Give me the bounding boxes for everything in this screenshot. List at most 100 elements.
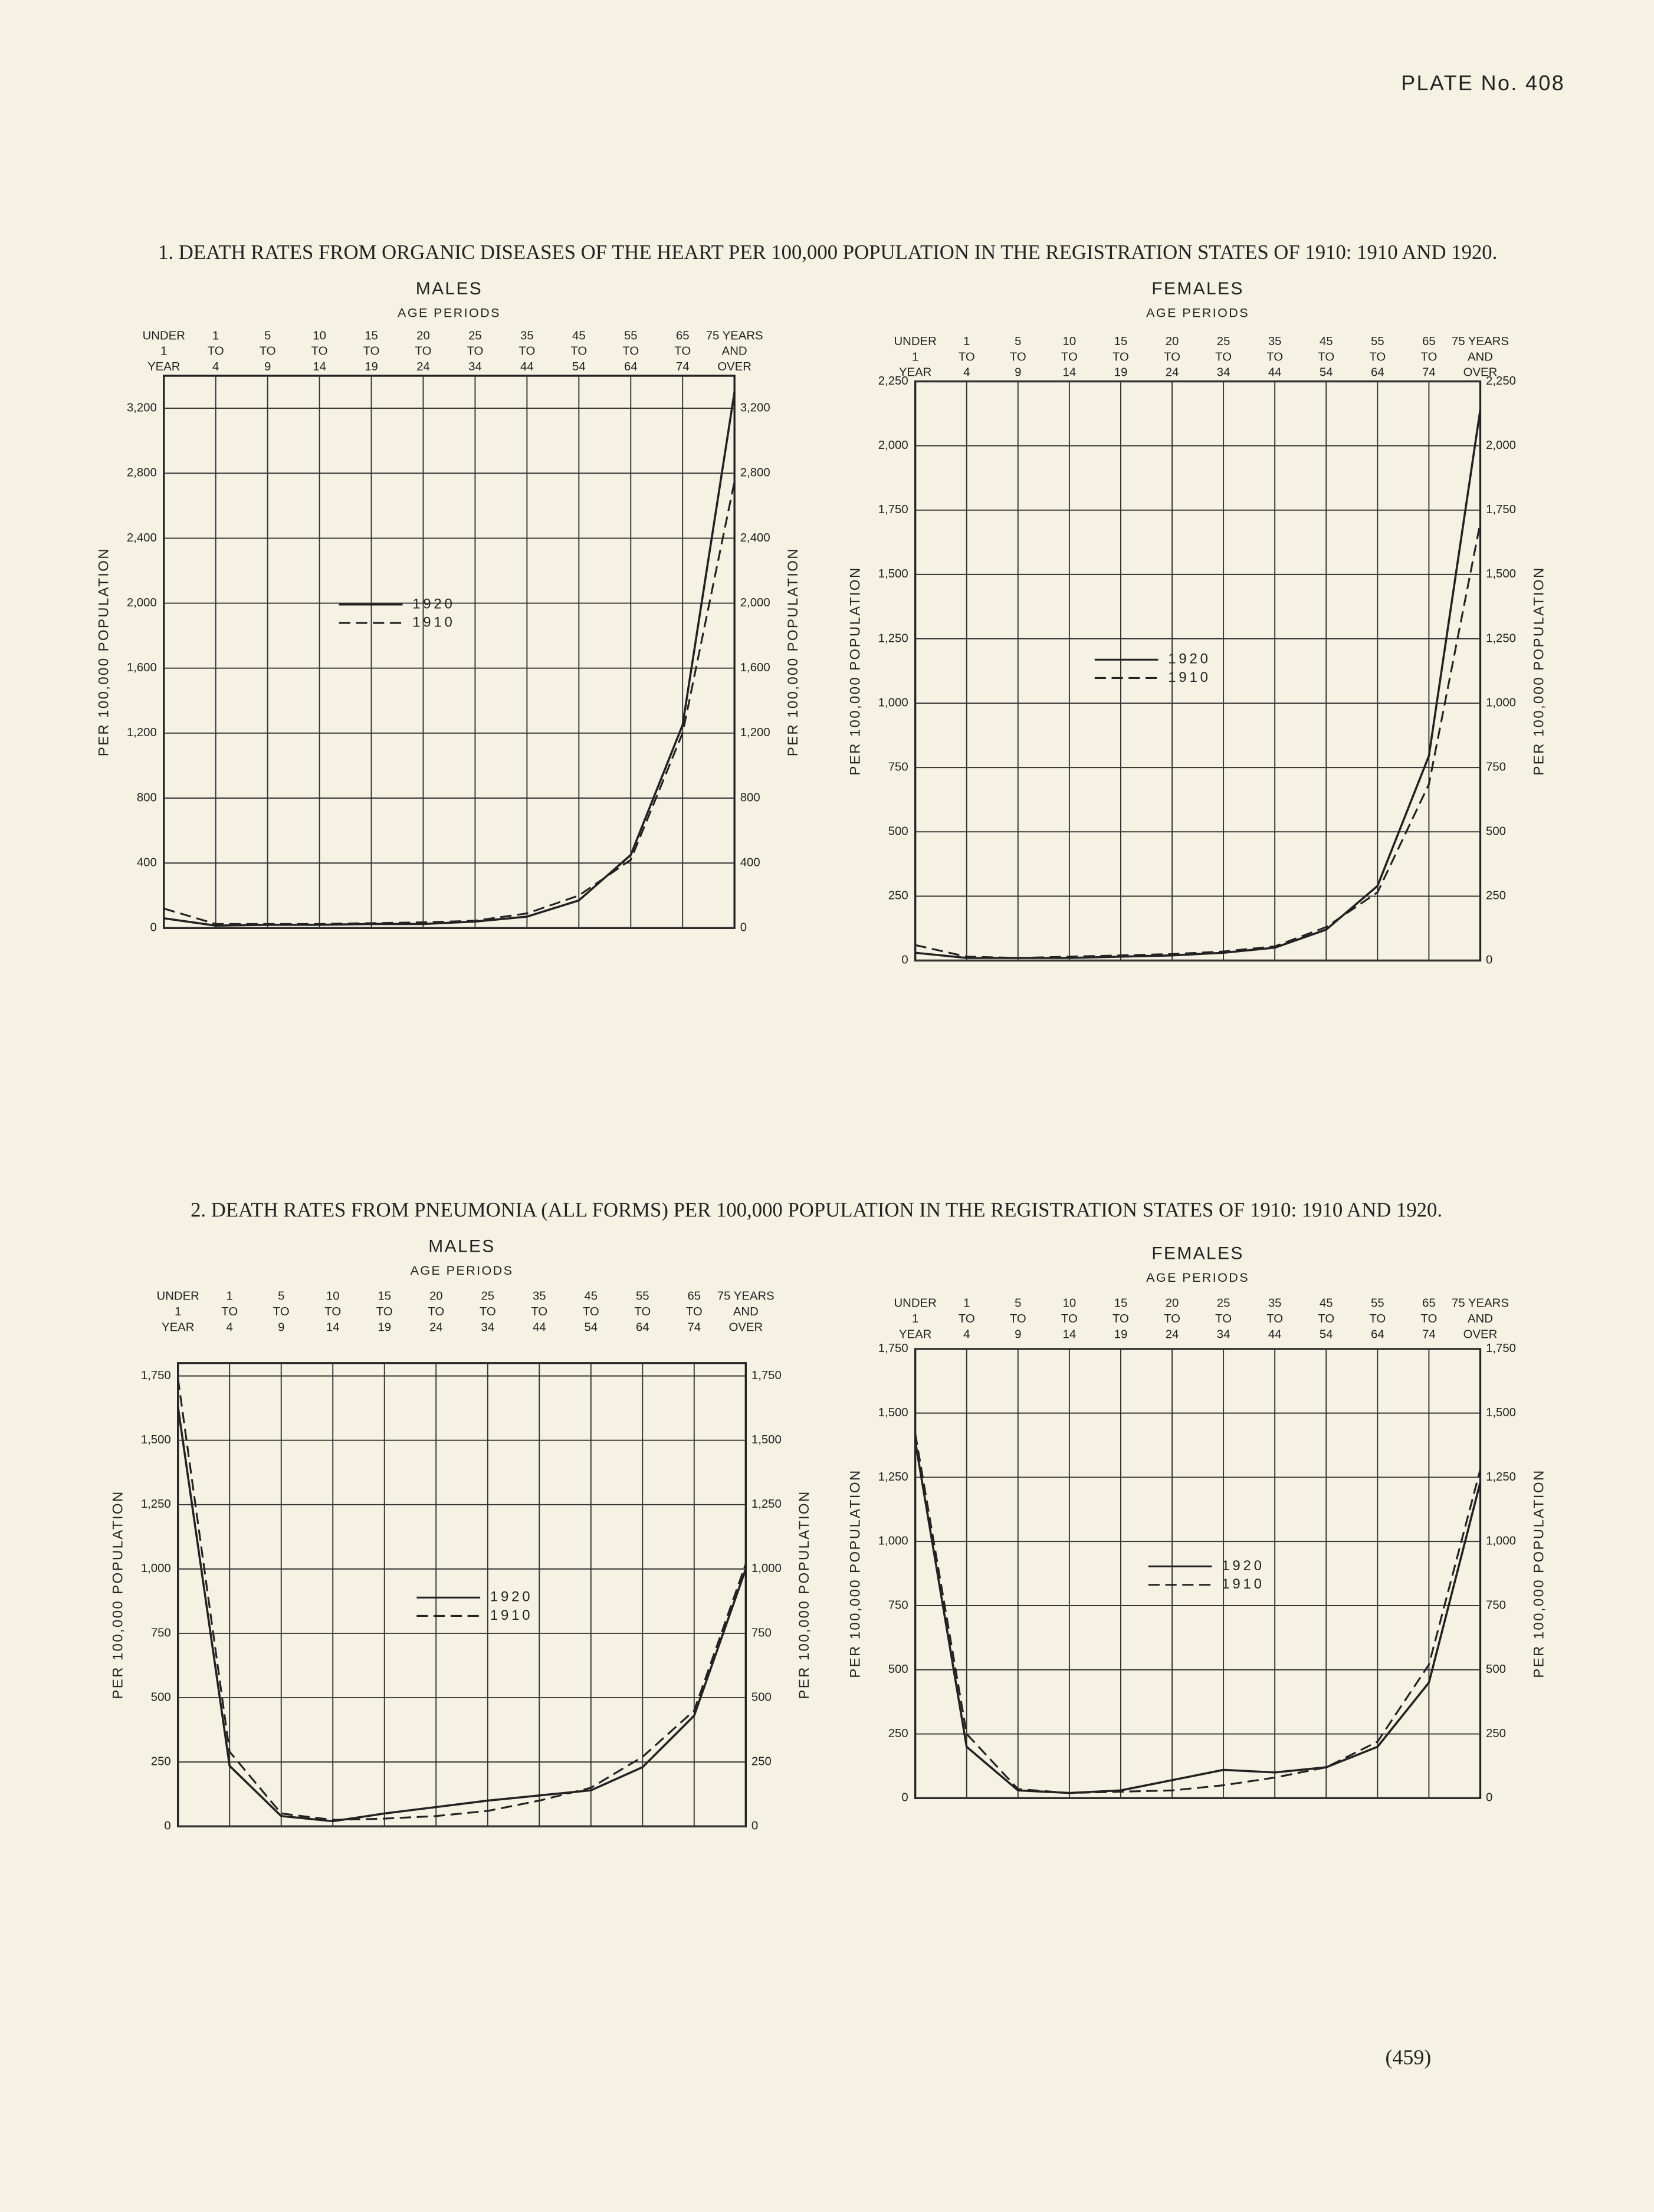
x-tick-label: 1: [963, 335, 970, 348]
x-tick-label: 14: [1063, 1328, 1077, 1341]
chart-title: MALES: [428, 1236, 495, 1256]
y-tick-label: 2,800: [740, 467, 770, 480]
y-axis-label: PER 100,000 POPULATION: [110, 1490, 126, 1699]
x-tick-label: 15: [378, 1290, 391, 1303]
x-tick-label: 65: [1422, 335, 1436, 348]
y-tick-label: 0: [901, 954, 908, 967]
x-tick-label: TO: [1112, 350, 1129, 363]
section-title: 2. DEATH RATES FROM PNEUMONIA (ALL FORMS…: [191, 1199, 1442, 1222]
chart-title: MALES: [416, 279, 483, 298]
x-tick-label: 1: [912, 350, 918, 363]
y-tick-label: 750: [1486, 1599, 1506, 1612]
x-tick-label: TO: [570, 345, 587, 358]
y-tick-label: 250: [1486, 890, 1506, 902]
x-tick-label: 75 YEARS: [717, 1290, 775, 1303]
x-tick-label: 20: [1166, 1297, 1179, 1310]
x-tick-label: 1: [212, 329, 219, 342]
x-tick-label: 5: [264, 329, 271, 342]
y-tick-label: 800: [137, 791, 157, 804]
x-tick-label: 1: [963, 1297, 970, 1310]
x-tick-label: 64: [1371, 1328, 1384, 1341]
x-tick-label: TO: [1164, 1312, 1180, 1325]
y-tick-label: 1,500: [1486, 567, 1516, 580]
x-tick-label: 74: [676, 360, 690, 373]
x-tick-label: UNDER: [894, 1297, 936, 1310]
x-tick-label: 64: [636, 1321, 649, 1334]
x-tick-label: 5: [1015, 1297, 1021, 1310]
x-tick-label: TO: [1010, 350, 1026, 363]
x-tick-label: 64: [1371, 366, 1384, 379]
x-tick-label: 14: [1063, 366, 1077, 379]
x-tick-label: TO: [273, 1305, 290, 1318]
x-tick-label: 65: [687, 1290, 701, 1303]
x-tick-label: 5: [1015, 335, 1021, 348]
y-tick-label: 2,000: [127, 596, 157, 609]
y-axis-label: PER 100,000 POPULATION: [847, 566, 863, 775]
x-tick-label: 54: [1320, 1328, 1333, 1341]
x-tick-label: 4: [963, 366, 970, 379]
y-tick-label: 400: [740, 856, 760, 869]
x-tick-label: 55: [1371, 335, 1384, 348]
x-tick-label: 65: [676, 329, 690, 342]
y-tick-label: 250: [151, 1755, 171, 1768]
y-tick-label: 1,500: [1486, 1406, 1516, 1419]
x-tick-label: TO: [221, 1305, 238, 1318]
y-tick-label: 500: [1486, 825, 1506, 838]
x-tick-label: 45: [1320, 1297, 1333, 1310]
x-tick-label: 25: [468, 329, 482, 342]
y-tick-label: 750: [888, 1599, 908, 1612]
y-tick-label: 2,800: [127, 467, 157, 480]
x-tick-label: OVER: [1463, 1328, 1498, 1341]
x-tick-label: 19: [1114, 1328, 1128, 1341]
x-tick-label: 74: [1422, 1328, 1436, 1341]
x-tick-label: YEAR: [899, 1328, 931, 1341]
y-tick-label: 1,600: [127, 661, 157, 674]
x-tick-label: 25: [1217, 1297, 1230, 1310]
x-tick-label: TO: [208, 345, 224, 358]
y-tick-label: 2,000: [878, 439, 908, 452]
legend-label: 1910: [1168, 669, 1210, 685]
x-tick-label: 9: [1015, 1328, 1021, 1341]
x-tick-label: TO: [1112, 1312, 1129, 1325]
y-tick-label: 1,000: [878, 1535, 908, 1548]
x-tick-label: UNDER: [143, 329, 185, 342]
series-line: [914, 1441, 1482, 1794]
x-tick-label: AND: [722, 345, 747, 358]
y-tick-label: 250: [888, 890, 908, 902]
y-tick-label: 1,750: [141, 1369, 171, 1382]
x-tick-label: 24: [1166, 366, 1179, 379]
y-axis-label: PER 100,000 POPULATION: [96, 547, 112, 756]
x-tick-label: 54: [584, 1321, 598, 1334]
y-tick-label: 1,000: [878, 696, 908, 709]
x-tick-label: 19: [378, 1321, 391, 1334]
y-tick-label: 750: [751, 1626, 772, 1639]
y-tick-label: 1,000: [751, 1562, 782, 1575]
y-tick-label: 1,500: [751, 1433, 782, 1446]
x-tick-label: 4: [963, 1328, 970, 1341]
legend-label: 1920: [490, 1589, 533, 1605]
x-tick-label: 35: [533, 1290, 546, 1303]
x-tick-label: 35: [520, 329, 534, 342]
y-tick-label: 1,250: [878, 1471, 908, 1484]
y-tick-label: 2,000: [740, 596, 770, 609]
x-tick-label: 15: [1114, 335, 1128, 348]
y-tick-label: 3,200: [740, 401, 770, 414]
x-tick-label: TO: [1061, 1312, 1078, 1325]
x-tick-label: TO: [324, 1305, 341, 1318]
page-number: (459): [1385, 2046, 1431, 2069]
x-tick-label: 14: [326, 1321, 340, 1334]
x-tick-label: 54: [572, 360, 586, 373]
x-tick-label: TO: [622, 345, 639, 358]
legend-label: 1920: [1168, 651, 1210, 667]
series-line: [177, 1378, 747, 1821]
y-tick-label: 0: [150, 921, 156, 934]
plate-number: PLATE No. 408: [1401, 71, 1565, 95]
x-tick-label: 20: [1166, 335, 1179, 348]
x-tick-label: 44: [1268, 366, 1282, 379]
x-tick-label: TO: [467, 345, 483, 358]
legend-label: 1910: [412, 614, 455, 630]
y-tick-label: 0: [1486, 1791, 1492, 1804]
x-tick-label: 54: [1320, 366, 1333, 379]
x-tick-label: 55: [636, 1290, 649, 1303]
